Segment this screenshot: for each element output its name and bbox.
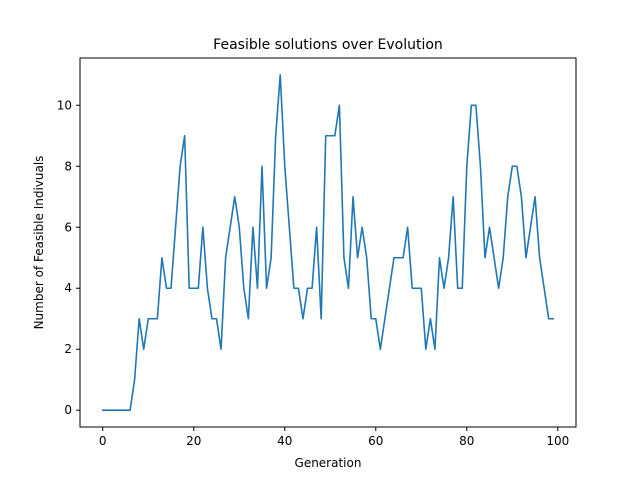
axes-frame — [79, 57, 577, 428]
y-axis-label: Number of Feasible Indivuals — [32, 156, 46, 330]
x-axis-label: Generation — [295, 456, 362, 470]
x-tick-label: 0 — [99, 434, 107, 448]
y-tick-label: 4 — [64, 281, 72, 295]
series-line-0 — [101, 73, 555, 412]
x-axis: 0 20 40 60 80 100 — [99, 427, 569, 448]
y-tick-label: 0 — [64, 403, 72, 417]
x-tick-label: 100 — [546, 434, 569, 448]
y-tick-label: 10 — [57, 98, 72, 112]
x-tick-label: 60 — [368, 434, 383, 448]
y-tick-label: 6 — [64, 220, 72, 234]
y-axis: 0 2 4 6 8 10 — [57, 98, 80, 417]
x-tick-label: 40 — [277, 434, 292, 448]
y-tick-label: 8 — [64, 159, 72, 173]
series-layer — [101, 73, 555, 412]
x-tick-label: 80 — [459, 434, 474, 448]
y-tick-label: 2 — [64, 342, 72, 356]
chart-title: Feasible solutions over Evolution — [213, 37, 443, 53]
x-tick-label: 20 — [186, 434, 201, 448]
